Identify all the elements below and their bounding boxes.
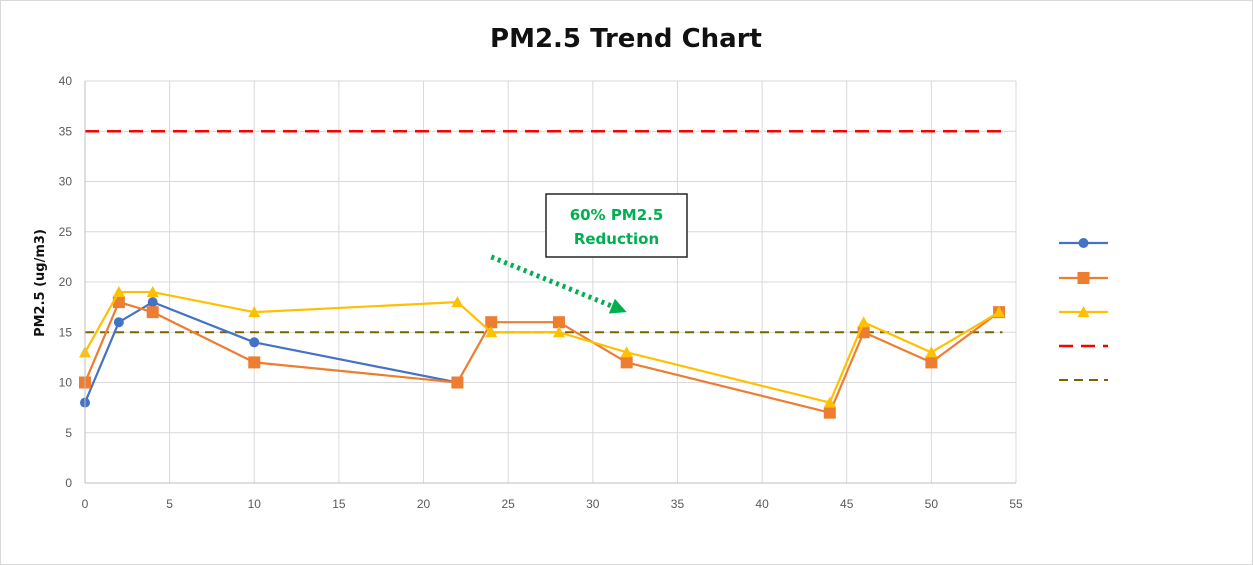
y-axis-label: PM2.5 (ug/m3): [33, 229, 48, 337]
data-point: [857, 316, 870, 328]
x-tick-label: 15: [332, 497, 346, 511]
y-tick-label: 30: [59, 175, 73, 189]
y-tick-label: 0: [65, 476, 72, 490]
legend: [1059, 238, 1108, 381]
data-point: [146, 306, 159, 319]
legend-entry: [1059, 272, 1108, 284]
legend-marker: [1078, 238, 1089, 248]
data-point: [451, 296, 464, 308]
series-line: [84, 290, 1000, 404]
y-tick-label: 35: [59, 124, 73, 138]
legend-entry: [1059, 306, 1108, 317]
axis-layer: 0 5 10 15 20 25 30 35 40 0 5 10 15 20 25 30 35 40 45 50 55: [59, 74, 1023, 511]
series-line: [83, 301, 1000, 414]
data-point: [248, 356, 261, 369]
x-tick-label: 10: [248, 497, 262, 511]
y-tick-label: 5: [65, 426, 72, 440]
series-square: [79, 296, 1006, 419]
x-tick-label: 55: [1009, 497, 1023, 511]
data-point: [451, 376, 464, 389]
data-point: [620, 346, 633, 358]
x-tick-label: 45: [840, 497, 854, 511]
data-point: [993, 306, 1006, 318]
data-point: [248, 306, 261, 318]
y-tick-label: 25: [59, 225, 73, 239]
x-tick-label: 0: [82, 497, 89, 511]
legend-entry: [1059, 238, 1108, 248]
data-point: [823, 406, 836, 419]
data-point: [925, 356, 938, 369]
annotation-arrowhead: [608, 298, 627, 314]
chart-title: PM2.5 Trend Chart: [490, 24, 762, 54]
x-tick-label: 20: [417, 497, 431, 511]
series-layer: [79, 286, 1006, 419]
data-point: [823, 396, 836, 408]
legend-marker: [1077, 272, 1090, 284]
y-tick-label: 10: [59, 376, 73, 390]
series-circle: [80, 297, 463, 408]
annotation: 60% PM2.5 Reduction: [490, 193, 688, 314]
annotation-text: 60% PM2.5: [570, 206, 664, 224]
x-tick-label: 40: [755, 497, 769, 511]
data-point: [485, 326, 498, 338]
annotation-box: [545, 193, 688, 258]
data-point: [147, 297, 158, 308]
series-triangle: [79, 286, 1006, 408]
x-tick-label: 30: [586, 497, 600, 511]
data-point: [925, 346, 938, 358]
x-tick-label: 5: [166, 497, 173, 511]
annotation-arrow: [490, 254, 615, 310]
data-point: [146, 286, 159, 298]
data-point: [113, 317, 124, 328]
data-point: [552, 326, 565, 338]
x-tick-label: 50: [925, 497, 939, 511]
x-tick-label: 35: [671, 497, 685, 511]
data-point: [620, 356, 633, 369]
annotation-text: Reduction: [574, 230, 659, 248]
data-point: [552, 316, 565, 329]
legend-marker: [1077, 306, 1090, 317]
y-tick-label: 20: [59, 275, 73, 289]
series-line: [83, 301, 458, 404]
x-tick-label: 25: [502, 497, 516, 511]
data-point: [249, 337, 260, 348]
y-tick-label: 15: [59, 325, 73, 339]
data-point: [112, 286, 125, 298]
y-tick-label: 40: [59, 74, 73, 88]
data-point: [485, 316, 498, 329]
